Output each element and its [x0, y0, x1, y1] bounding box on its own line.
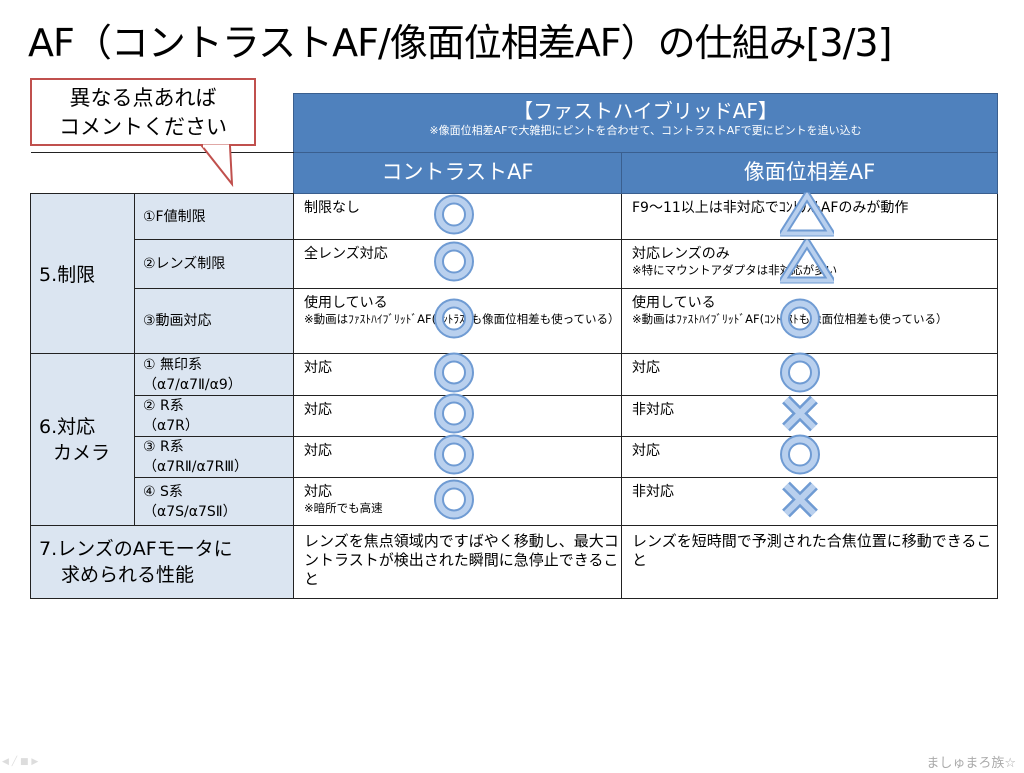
circle-icon	[780, 352, 820, 397]
phase-cell: 使用している ※動画はﾌｧｽﾄﾊｲﾌﾞﾘｯﾄﾞAF(ｺﾝﾄﾗｽﾄも像面位相差も使っ…	[621, 288, 998, 354]
section-6-label: 6.対応カメラ	[30, 353, 135, 526]
section-7-line1: 7.レンズのAFモータに	[39, 538, 233, 560]
row-label-text: ①F値制限	[143, 208, 206, 225]
phase-value: 対応	[632, 360, 660, 376]
contrast-value: 全レンズ対応	[304, 246, 388, 262]
contrast-value: 対応	[304, 402, 332, 418]
circle-icon	[434, 241, 474, 287]
contrast-cell: レンズを焦点領域内ですばやく移動し、最大コントラストが検出された瞬間に急停止でき…	[293, 525, 622, 599]
triangle-icon	[779, 191, 835, 241]
row-label-sub: （α7/α7Ⅱ/α9）	[143, 376, 242, 393]
row-label-text: ② R系	[143, 398, 184, 414]
row-label-text: ③動画対応	[143, 313, 212, 329]
contrast-cell: 制限なし	[293, 193, 622, 240]
col-header-contrast: コントラストAF	[293, 152, 622, 194]
table-row: ④ S系 （α7S/α7SⅡ） 対応 ※暗所でも高速 非対応	[31, 477, 998, 526]
callout-line-2: コメントください	[59, 115, 227, 139]
table-row: 7.レンズのAFモータに求められる性能 レンズを焦点領域内ですばやく移動し、最大…	[30, 525, 998, 599]
row-label: ① 無印系 （α7/α7Ⅱ/α9）	[134, 353, 294, 396]
slide-nav-icons[interactable]: ◀ ╱ ■ ▶	[2, 757, 39, 767]
circle-icon	[780, 434, 820, 480]
row-label: ②レンズ制限	[134, 239, 294, 289]
contrast-cell: 対応 ※暗所でも高速	[293, 477, 622, 526]
table-row: ③動画対応 使用している ※動画はﾌｧｽﾄﾊｲﾌﾞﾘｯﾄﾞAF(ｺﾝﾄﾗｽﾄも像面位…	[31, 288, 998, 354]
row-label-sub: （α7S/α7SⅡ）	[143, 503, 237, 520]
row-label: ①F値制限	[134, 193, 294, 240]
comment-callout: 異なる点あれば コメントください	[30, 78, 256, 146]
contrast-note: ※暗所でも高速	[304, 501, 383, 515]
circle-icon	[780, 298, 820, 344]
contrast-cell: 使用している ※動画はﾌｧｽﾄﾊｲﾌﾞﾘｯﾄﾞAF(ｺﾝﾄﾗｽﾄも像面位相差も使っ…	[293, 288, 622, 354]
cross-icon	[780, 394, 820, 439]
row-label-text: ③ R系	[143, 439, 184, 455]
row-label-sub: （α7R）	[143, 418, 199, 434]
row-label: ② R系 （α7R）	[134, 395, 294, 437]
contrast-value: 対応	[304, 484, 332, 500]
table-main-header: 【ファストハイブリッドAF】 ※像面位相差AFで大雑把にピントを合わせて、コントラ…	[293, 93, 998, 153]
circle-icon	[434, 352, 474, 397]
phase-value: 使用している	[632, 295, 716, 311]
phase-value: 非対応	[632, 484, 674, 500]
row-label-text: ① 無印系	[143, 356, 203, 373]
phase-value: F9～11以上は非対応でｺﾝﾄﾗｽﾄAFのみが動作	[632, 200, 909, 216]
footer-author: ましゅまろ族☆	[926, 756, 1016, 771]
callout-line-1: 異なる点あれば	[69, 86, 217, 110]
contrast-note: ※動画はﾌｧｽﾄﾊｲﾌﾞﾘｯﾄﾞAF(ｺﾝﾄﾗｽﾄも像面位相差も使っている）	[304, 312, 620, 326]
phase-cell: F9～11以上は非対応でｺﾝﾄﾗｽﾄAFのみが動作	[621, 191, 998, 241]
header-title: 【ファストハイブリッドAF】	[513, 99, 778, 123]
table-row: ② R系 （α7R） 対応 非対応	[31, 393, 998, 439]
phase-value: 対応レンズのみ	[632, 246, 730, 262]
phase-cell: 非対応	[621, 477, 998, 526]
row-label-text: ②レンズ制限	[143, 256, 226, 272]
phase-value: 非対応	[632, 402, 674, 418]
section-6-line2: カメラ	[53, 441, 111, 464]
contrast-cell: 対応	[293, 393, 622, 439]
circle-icon	[434, 434, 474, 480]
col-header-phase: 像面位相差AF	[621, 152, 998, 194]
contrast-value: 対応	[304, 360, 332, 376]
header-note: ※像面位相差AFで大雑把にピントを合わせて、コントラストAFで更にピントを追い込…	[429, 124, 862, 137]
row-label-sub: （α7RⅡ/α7RⅢ）	[143, 459, 248, 475]
contrast-cell: 対応	[293, 434, 622, 480]
row-label: ③動画対応	[134, 288, 294, 354]
phase-cell: レンズを短時間で予測された合焦位置に移動できること	[621, 525, 998, 599]
circle-icon	[434, 194, 474, 239]
table-row: ②レンズ制限 全レンズ対応 対応レンズのみ ※特にマウントアダプタは非対応が多い	[31, 238, 998, 289]
table-row: ③ R系 （α7RⅡ/α7RⅢ） 対応 対応	[31, 434, 998, 480]
phase-cell: 対応	[621, 434, 998, 480]
phase-cell: 対応	[621, 352, 998, 397]
contrast-value: 使用している	[304, 295, 388, 311]
table-row: 5.制限 ①F値制限 制限なし F9～11以上は非対応でｺﾝﾄﾗｽﾄAFのみが動作	[30, 191, 998, 354]
cross-icon	[780, 479, 820, 524]
contrast-value: 制限なし	[304, 200, 360, 216]
row-label: ③ R系 （α7RⅡ/α7RⅢ）	[134, 436, 294, 478]
section-6-line1: 6.対応	[39, 415, 96, 438]
phase-value: 対応	[632, 443, 660, 459]
phase-cell: 非対応	[621, 394, 998, 439]
contrast-cell: 対応	[293, 352, 622, 397]
table-row: 6.対応 カメラ ① 無印系 （α7/α7Ⅱ/α9） 対応 対応	[30, 352, 998, 526]
callout-tail	[200, 144, 234, 188]
contrast-cell: 全レンズ対応	[293, 239, 622, 289]
section-5-label: 5.制限	[30, 193, 135, 354]
section-7-line2: 求められる性能	[61, 564, 195, 586]
row-label-text: ④ S系	[143, 483, 183, 500]
circle-icon	[434, 479, 474, 524]
phase-cell: 対応レンズのみ ※特にマウントアダプタは非対応が多い	[621, 238, 998, 289]
section-7-label: 7.レンズのAFモータに求められる性能	[30, 525, 294, 599]
comparison-table: 【ファストハイブリッドAF】 ※像面位相差AFで大雑把にピントを合わせて、コントラ…	[30, 93, 998, 599]
contrast-value: 対応	[304, 443, 332, 459]
circle-icon	[434, 393, 474, 439]
triangle-icon	[779, 238, 835, 289]
circle-icon	[434, 298, 474, 344]
slide-title: AF（コントラストAF/像面位相差AF）の仕組み[3/3]	[28, 21, 892, 65]
row-label: ④ S系 （α7S/α7SⅡ）	[134, 477, 294, 526]
